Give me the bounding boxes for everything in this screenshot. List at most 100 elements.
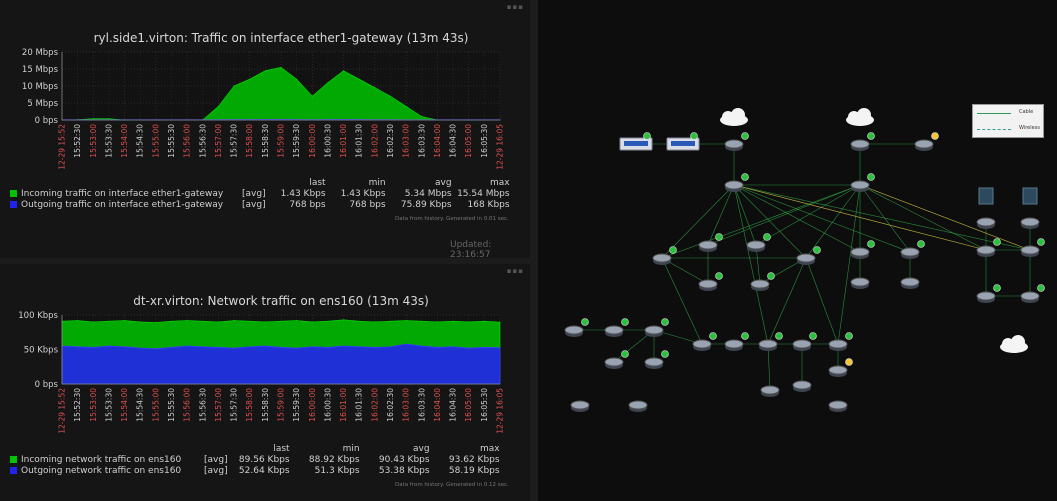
router-icon[interactable] [644,325,664,337]
legend-min: 768 bps [349,200,386,210]
x-tick-label: 15:54:00 [120,388,129,422]
router-icon[interactable] [850,247,870,259]
data-point-incoming [405,320,407,322]
router-icon[interactable] [900,247,920,259]
legend-last: 89.56 Kbps [238,455,290,465]
x-tick-label: 15:53:30 [104,388,113,422]
series-area-outgoing [61,343,501,385]
legend-swatch-incoming [10,190,17,197]
router-icon[interactable] [628,400,648,412]
router-icon[interactable] [900,277,920,289]
data-point-incoming [421,116,423,118]
x-tick-label: 15:54:30 [136,388,145,422]
router-icon[interactable] [760,385,780,397]
legend-header-max: max [489,178,510,188]
x-tick-label: 15:54:30 [136,124,145,158]
server-icon[interactable] [1022,187,1038,205]
x-tick-label: 15:59:00 [277,388,286,422]
router-icon[interactable] [850,180,870,192]
router-icon[interactable] [604,357,624,369]
router-icon[interactable] [698,240,718,252]
chart-footnote-top: Data from history. Generated in 0.01 sec… [395,216,509,222]
router-icon[interactable] [792,380,812,392]
legend-row-incoming: Incoming network traffic on ens160 [avg]… [10,455,500,466]
y-tick-label: 0 bps [35,380,59,390]
network-map-panel: Cable Wireless [538,0,1057,501]
legend-max: 58.19 Kbps [448,466,500,476]
cloud-icon[interactable] [846,108,874,126]
router-icon[interactable] [850,139,870,151]
router-icon[interactable] [644,357,664,369]
x-tick-label: 16:02:00 [370,124,379,158]
y-tick-label: 5 Mbps [27,99,58,109]
switch-icon[interactable] [619,137,653,151]
data-point-incoming [499,321,501,323]
router-icon[interactable] [652,253,672,265]
router-icon[interactable] [750,279,770,291]
data-point-incoming [202,320,204,322]
router-icon[interactable] [914,139,934,151]
panel-menu-handle[interactable]: ▪▪▪ [506,3,524,11]
router-icon[interactable] [796,253,816,265]
legend-row-outgoing: Outgoing network traffic on ens160 [avg]… [10,466,500,477]
chart-title: ryl.side1.virton: Traffic on interface e… [94,31,469,45]
legend-header-avg: avg [435,178,452,188]
router-icon[interactable] [724,339,744,351]
cloud-icon[interactable] [1000,335,1028,353]
chart-title: dt-xr.virton: Network traffic on ens160 … [133,294,429,308]
cloud-icon[interactable] [720,108,748,126]
server-icon[interactable] [978,187,994,205]
router-icon[interactable] [976,245,996,257]
x-tick-label: 12-29 16:05 [496,124,505,170]
status-ok-icon [767,272,775,280]
router-icon[interactable] [758,339,778,351]
data-point-incoming [452,320,454,322]
switch-icon[interactable] [666,137,700,151]
router-icon[interactable] [1020,217,1040,229]
data-point-incoming [311,321,313,323]
router-icon[interactable] [698,279,718,291]
router-icon[interactable] [724,180,744,192]
x-tick-label: 15:59:30 [292,124,301,158]
x-tick-label: 16:04:30 [449,124,458,158]
router-icon[interactable] [850,277,870,289]
x-tick-label: 16:00:30 [323,388,332,422]
chart-legend-top: last min avg max Incoming traffic on int… [10,178,510,211]
router-icon[interactable] [976,291,996,303]
legend-header-min: min [342,444,360,454]
data-point-incoming [343,70,345,72]
map-link [859,184,987,251]
status-ok-icon [845,332,853,340]
router-icon[interactable] [828,365,848,377]
router-icon[interactable] [976,217,996,229]
x-tick-label: 12-29 15:52 [58,124,67,170]
x-tick-label: 16:03:00 [402,124,411,158]
router-icon[interactable] [828,400,848,412]
router-icon[interactable] [792,339,812,351]
router-icon[interactable] [1020,291,1040,303]
router-icon[interactable] [604,325,624,337]
router-icon[interactable] [570,400,590,412]
router-icon[interactable] [692,339,712,351]
data-point-incoming [249,320,251,322]
legend-last: 1.43 Kbps [280,189,326,199]
status-ok-icon [993,238,1001,246]
data-point-incoming [155,322,157,324]
router-icon[interactable] [564,325,584,337]
data-point-incoming [327,320,329,322]
router-icon[interactable] [1020,245,1040,257]
legend-label: Incoming traffic on interface ether1-gat… [21,189,224,199]
map-link [733,184,987,251]
data-point-incoming [233,320,235,322]
x-tick-label: 15:54:00 [120,124,129,158]
graph-panel-top: ▪▪▪ ryl.side1.virton: Traffic on interfa… [0,0,530,258]
router-icon[interactable] [746,240,766,252]
data-point-incoming [217,321,219,323]
data-point-incoming [108,320,110,322]
router-icon[interactable] [724,139,744,151]
router-icon[interactable] [828,339,848,351]
legend-last: 768 bps [289,200,326,210]
legend-agg: [avg] [204,466,228,476]
y-tick-label: 15 Mbps [22,65,59,75]
panel-menu-handle[interactable]: ▪▪▪ [506,267,524,275]
